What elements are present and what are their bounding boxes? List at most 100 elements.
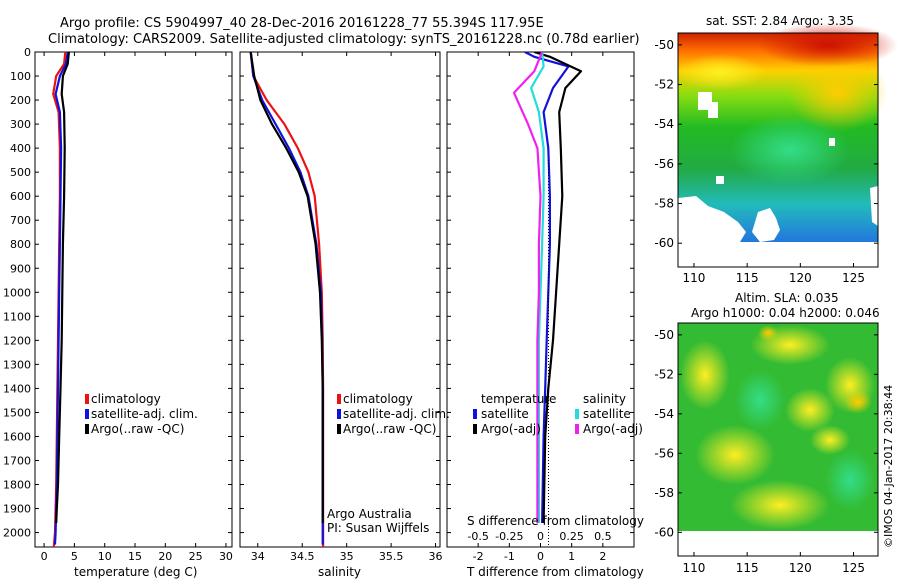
- sst-hot-patch: [758, 23, 898, 67]
- argo-australia-note: Argo Australia: [327, 507, 412, 521]
- depth-tick-label: 300: [10, 118, 31, 131]
- depth-tick-label: 200: [10, 94, 31, 107]
- legend-swatch-satellite: [337, 409, 341, 419]
- depth-axes: 0 100 200 300 400 500 600 700 800 900 1000 1100 1200…: [3, 46, 634, 540]
- legend-label-climatology: climatology: [343, 392, 413, 406]
- x-axes: 0 5 10 15 20 25 30 34 34.5 35 35.5 36 -2 -1 0 1 2 -0.5 -0.…: [41, 52, 612, 563]
- sst-cloud-gap: [829, 138, 835, 146]
- salinity-difference-tick-label: 0: [537, 530, 544, 543]
- sst-warm-patch: [788, 52, 888, 132]
- depth-tick-label: 700: [10, 214, 31, 227]
- map-x-tick-label: 120: [789, 271, 812, 285]
- map-x-tick-label: 115: [736, 271, 759, 285]
- sst-cloud-gap: [678, 196, 746, 242]
- map-x-tick-label: 125: [842, 561, 865, 575]
- x-tick-label: 34.5: [290, 550, 315, 563]
- series-salinity-satellite-adj-clim: [249, 52, 324, 545]
- sst-map-frame: [677, 32, 879, 268]
- map-y-tick-label: -60: [654, 525, 674, 539]
- x-tick-label: 20: [158, 550, 172, 563]
- legend-swatch-temp-argo: [473, 424, 477, 434]
- series-temperature-argo-raw-qc: [55, 52, 70, 524]
- sst-map: [675, 23, 898, 268]
- map-y-tick-label: -56: [654, 446, 674, 460]
- depth-tick-label: 1000: [3, 286, 31, 299]
- legend-swatch-climatology: [85, 394, 89, 404]
- legend-label-argo: Argo(..raw -QC): [343, 422, 436, 436]
- map-y-tick-label: -50: [654, 38, 674, 52]
- sla-map-title-line1: Altim. SLA: 0.035: [735, 291, 839, 305]
- salinity-difference-tick-label: -0.25: [495, 530, 523, 543]
- x-tick-label: -1: [504, 550, 515, 563]
- legend-label-satellite: satellite-adj. clim.: [343, 407, 450, 421]
- map-y-tick-label: -60: [654, 236, 674, 250]
- series-difference-salinity-satellite: [529, 52, 545, 523]
- depth-tick-label: 1100: [3, 310, 31, 323]
- sla-green-patch: [735, 370, 785, 430]
- legend-header-salinity: salinity: [583, 392, 626, 406]
- map-y-tick-label: -58: [654, 486, 674, 500]
- map-x-tick-label: 110: [683, 271, 706, 285]
- x-tick-label: 34: [251, 550, 265, 563]
- legend-label-sal-argo: Argo(-adj): [583, 422, 643, 436]
- legend-swatch-argo: [337, 424, 341, 434]
- legend-swatch-sal-satellite: [575, 409, 579, 419]
- legend-label-argo: Argo(..raw -QC): [91, 422, 184, 436]
- salinity-plot-area: [239, 51, 441, 548]
- pi-note: PI: Susan Wijffels: [327, 521, 429, 535]
- sla-green-patch: [825, 450, 875, 510]
- sla-yellow-patch: [695, 425, 775, 485]
- x-tick-label: 35.5: [379, 550, 404, 563]
- sst-cloud-gap: [870, 186, 878, 226]
- sla-yellow-patch: [680, 340, 730, 410]
- map-x-tick-label: 125: [842, 271, 865, 285]
- temperature-plot-area: [34, 51, 233, 548]
- series-difference-temperature-satellite: [524, 52, 570, 524]
- map-y-tick-label: -52: [654, 367, 674, 381]
- depth-tick-label: 1600: [3, 430, 31, 443]
- depth-tick-label: 400: [10, 142, 31, 155]
- map-y-tick-label: -56: [654, 157, 674, 171]
- difference-top-axis-label: S difference from climatology: [467, 514, 644, 528]
- imos-watermark: ©IMOS 04-Jan-2017 20:38:44: [882, 385, 895, 548]
- temperature-axis-label: temperature (deg C): [74, 565, 197, 579]
- map-x-tick-label: 110: [683, 561, 706, 575]
- sst-green-patch: [730, 115, 850, 185]
- depth-tick-label: 2000: [3, 527, 31, 540]
- difference-axis-label: T difference from climatology: [466, 565, 644, 579]
- legend-header-temperature: temperature: [481, 392, 556, 406]
- temperature-legend: climatology satellite-adj. clim. Argo(..…: [85, 392, 198, 436]
- x-tick-label: 5: [71, 550, 78, 563]
- depth-tick-label: 800: [10, 238, 31, 251]
- depth-tick-label: 1800: [3, 479, 31, 492]
- sla-map-frame: [677, 322, 879, 557]
- x-tick-label: 25: [189, 550, 203, 563]
- sst-cloud-gap: [752, 208, 780, 242]
- map-y-tick-label: -50: [654, 328, 674, 342]
- depth-tick-label: 100: [10, 70, 31, 83]
- legend-swatch-satellite: [85, 409, 89, 419]
- x-tick-label: 15: [128, 550, 142, 563]
- figure-title-line1: Argo profile: CS 5904997_40 28-Dec-2016 …: [60, 16, 544, 31]
- x-tick-label: 36: [429, 550, 443, 563]
- difference-legend: temperature salinity satellite Argo(-adj…: [473, 392, 643, 436]
- salinity-difference-tick-label: 0.5: [594, 530, 612, 543]
- map-x-tick-label: 115: [736, 561, 759, 575]
- x-tick-label: -2: [473, 550, 484, 563]
- salinity-legend: climatology satellite-adj. clim. Argo(..…: [337, 392, 450, 436]
- depth-tick-label: 1200: [3, 334, 31, 347]
- sla-map: [677, 322, 879, 557]
- x-tick-label: 0: [41, 550, 48, 563]
- map-y-tick-label: -54: [654, 407, 674, 421]
- depth-tick-label: 1500: [3, 406, 31, 419]
- sla-orange-patch: [844, 390, 872, 414]
- x-tick-label: 0: [537, 550, 544, 563]
- series-salinity-climatology: [249, 52, 325, 547]
- x-tick-label: 35: [340, 550, 354, 563]
- legend-label-climatology: climatology: [91, 392, 161, 406]
- sst-map-axes: 110 115 120 125 -50 -52 -54 -56 -58 -60: [654, 38, 878, 285]
- legend-label-sal-satellite: satellite: [583, 407, 631, 421]
- legend-swatch-sal-argo: [575, 424, 579, 434]
- series-difference-salinity-argo-adj: [512, 52, 544, 523]
- sla-yellow-patch: [810, 425, 850, 455]
